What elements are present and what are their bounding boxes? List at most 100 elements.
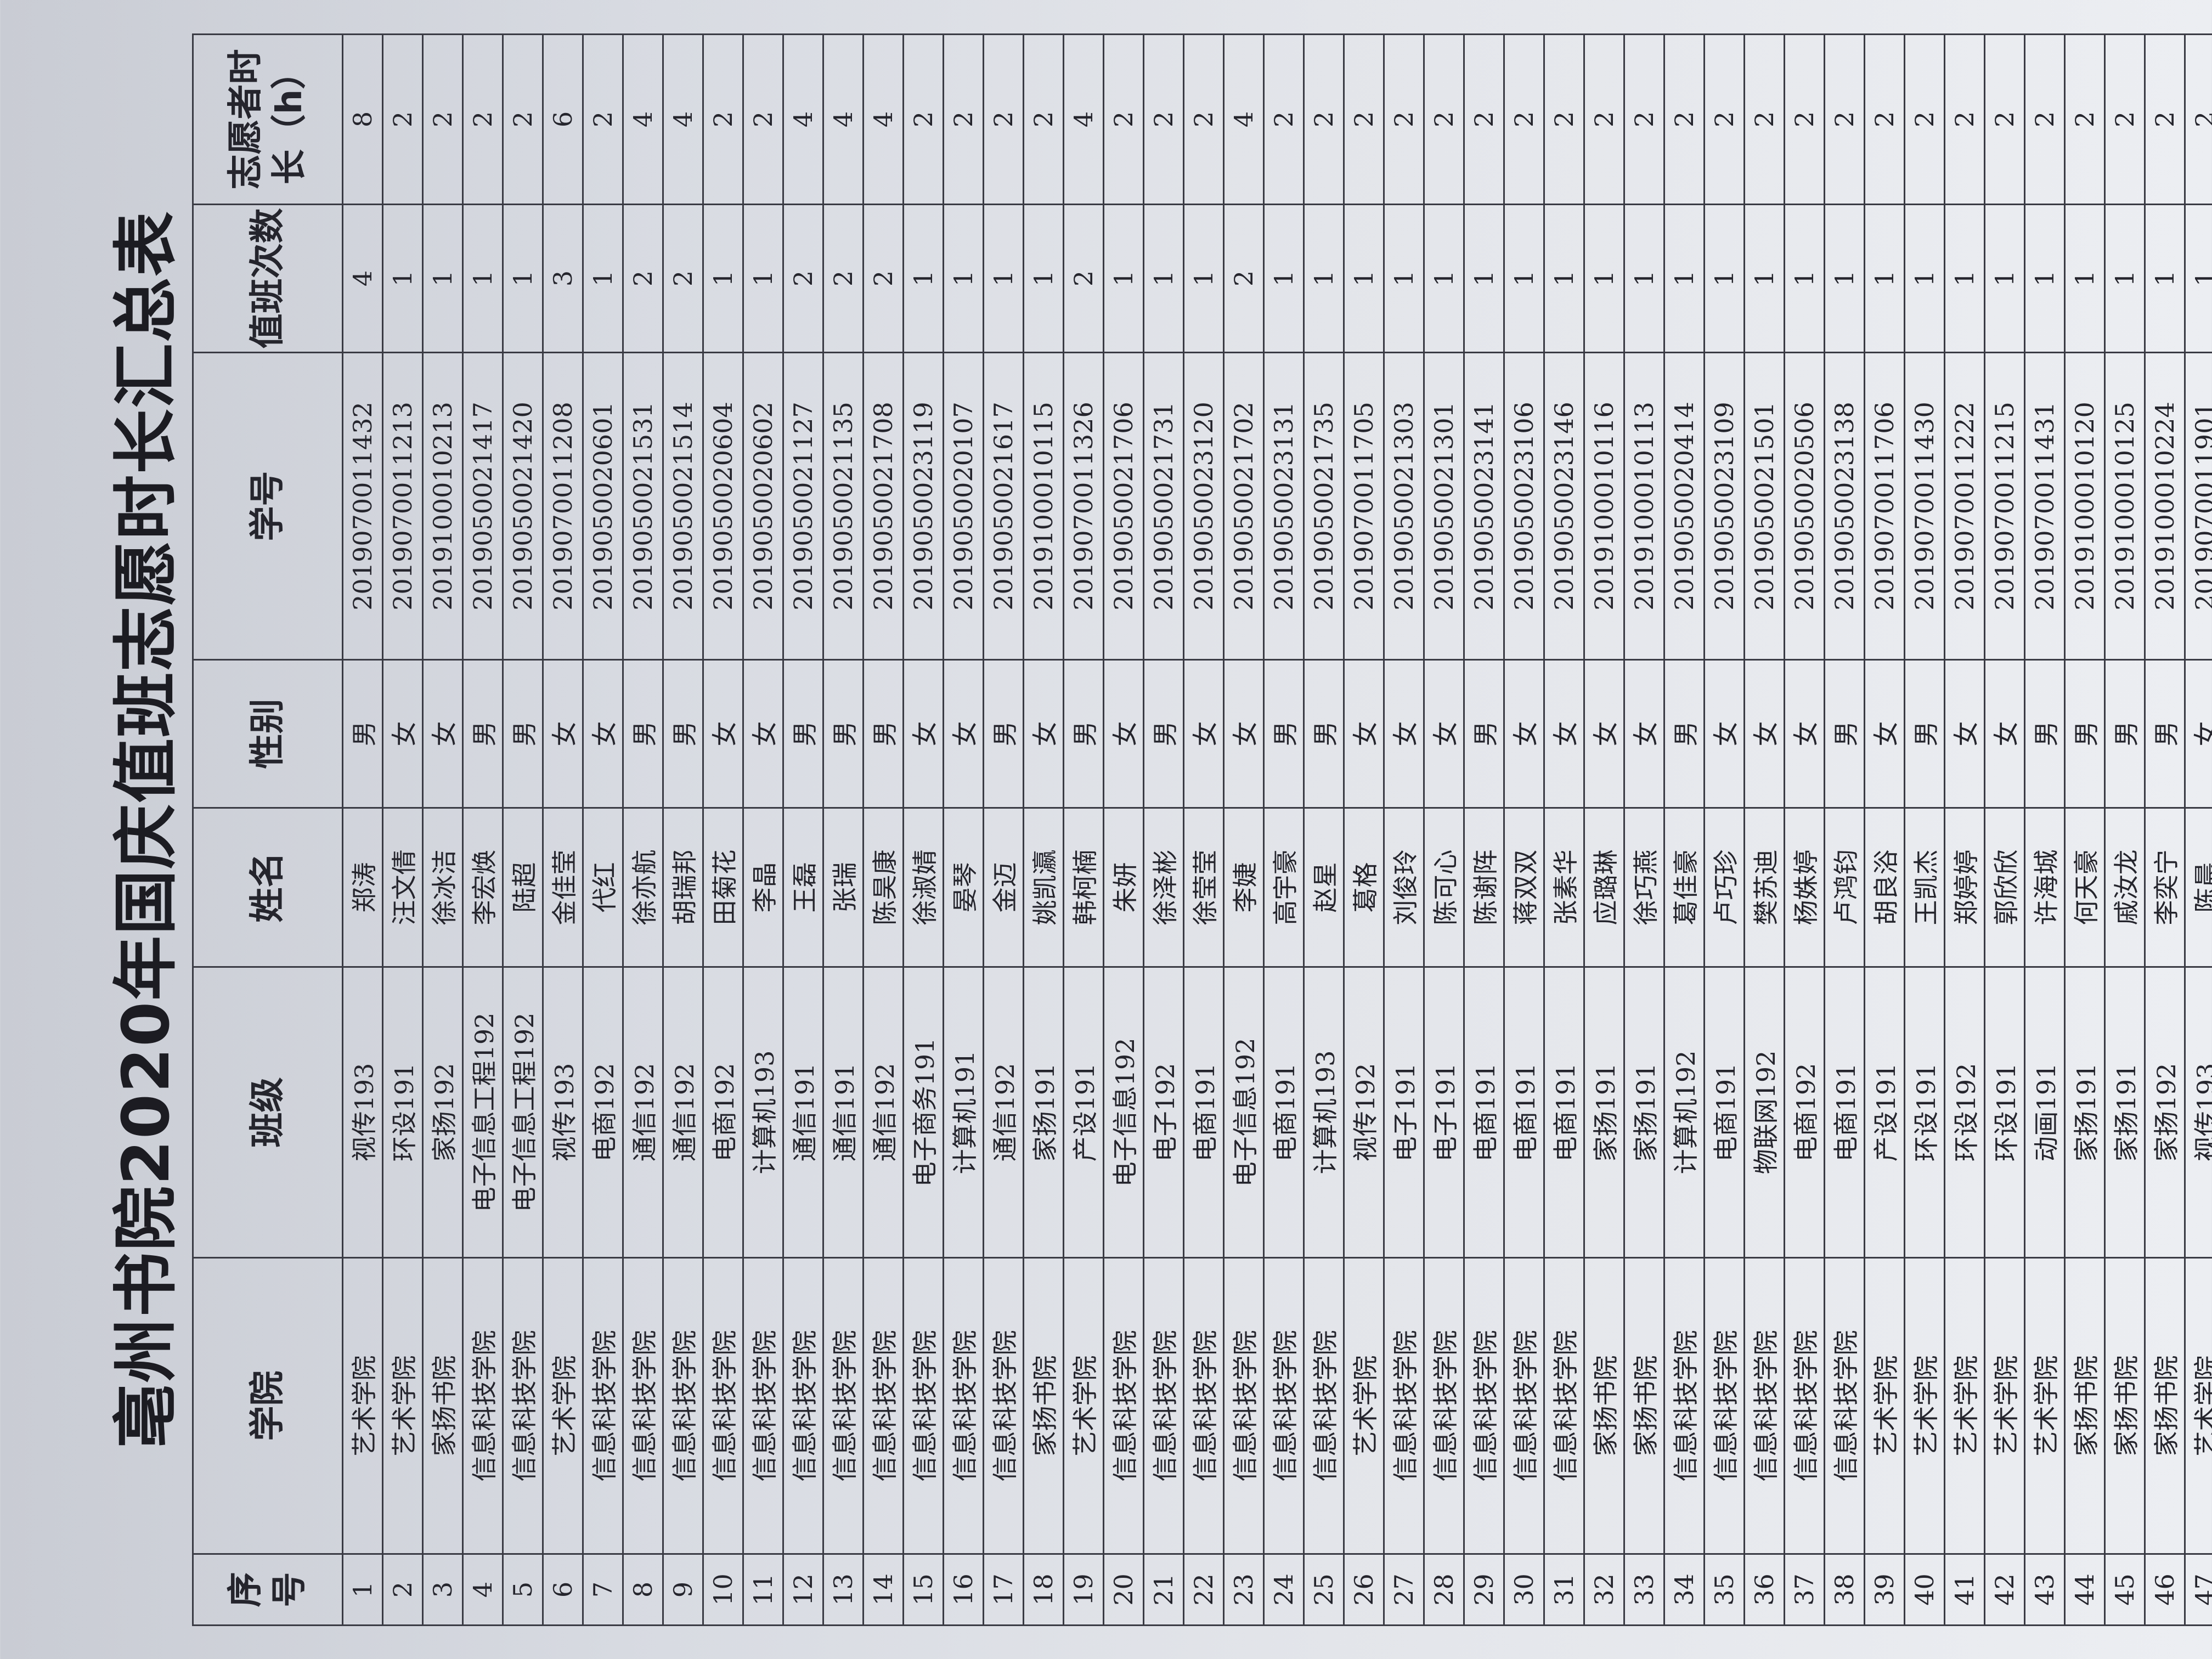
cell-name: 樊苏迪 (1744, 808, 1785, 967)
cell-student-id: 2019050020602 (743, 352, 783, 660)
cell-college: 家扬书院 (2104, 1257, 2145, 1554)
cell-college: 信息科技学院 (1504, 1257, 1544, 1554)
cell-seq: 44 (2064, 1554, 2105, 1626)
cell-class: 视传192 (1344, 967, 1384, 1258)
cell-student-id: 2019050021531 (623, 352, 663, 660)
cell-seq: 22 (1183, 1554, 1224, 1626)
cell-college: 信息科技学院 (1263, 1257, 1304, 1554)
cell-class: 电商191 (1263, 967, 1304, 1258)
table-row: 15 信息科技学院 电子商务191 徐淑婧女 2019050023119 1 2 (903, 34, 944, 1626)
cell-class: 电子192 (1143, 967, 1184, 1258)
cell-duty-count: 1 (382, 204, 423, 353)
cell-seq: 20 (1103, 1554, 1144, 1626)
cell-gender: 女 (1704, 659, 1745, 808)
cell-hours: 2 (903, 34, 944, 205)
cell-hours: 2 (1784, 34, 1825, 205)
cell-student-id: 2019100010115 (1023, 352, 1064, 660)
cell-gender: 女 (1984, 659, 2025, 808)
cell-student-id: 2019050020601 (583, 352, 623, 660)
cell-duty-count: 1 (462, 204, 503, 353)
cell-student-id: 2019050021514 (663, 352, 703, 660)
cell-college: 信息科技学院 (1143, 1257, 1184, 1554)
cell-college: 信息科技学院 (783, 1257, 823, 1554)
cell-student-id: 2019100010224 (2145, 352, 2185, 660)
cell-gender: 女 (2185, 659, 2212, 808)
table-row: 16 信息科技学院 计算机191 晏琴女 2019050020107 1 2 (943, 34, 984, 1626)
cell-gender: 男 (783, 659, 823, 808)
cell-class: 计算机191 (943, 967, 984, 1258)
cell-student-id: 2019050021127 (783, 352, 823, 660)
cell-name: 李奕宁 (2145, 808, 2185, 967)
cell-duty-count: 1 (1944, 204, 1985, 353)
cell-seq: 30 (1504, 1554, 1544, 1626)
cell-gender: 男 (2145, 659, 2185, 808)
cell-name: 葛佳豪 (1664, 808, 1705, 967)
cell-student-id: 2019070011208 (543, 352, 583, 660)
table-row: 24 信息科技学院 电商191 高宇豪男 2019050023131 1 2 (1263, 34, 1304, 1626)
cell-college: 家扬书院 (422, 1257, 463, 1554)
cell-name: 韩柯楠 (1063, 808, 1104, 967)
cell-class: 产设191 (1864, 967, 1905, 1258)
cell-gender: 女 (583, 659, 623, 808)
header-seq: 序号 (193, 1554, 343, 1626)
cell-college: 信息科技学院 (1824, 1257, 1865, 1554)
cell-hours: 2 (1624, 34, 1664, 205)
cell-class: 电商191 (1464, 967, 1504, 1258)
cell-duty-count: 1 (1864, 204, 1905, 353)
cell-hours: 2 (382, 34, 423, 205)
cell-duty-count: 1 (943, 204, 984, 353)
cell-duty-count: 1 (1424, 204, 1464, 353)
cell-class: 环设191 (1984, 967, 2025, 1258)
cell-name: 陆超 (503, 808, 543, 967)
cell-gender: 女 (1223, 659, 1264, 808)
cell-gender: 男 (983, 659, 1024, 808)
cell-gender: 女 (382, 659, 423, 808)
cell-seq: 36 (1744, 1554, 1785, 1626)
cell-college: 信息科技学院 (1744, 1257, 1785, 1554)
cell-duty-count: 1 (2185, 204, 2212, 353)
cell-duty-count: 1 (1784, 204, 1825, 353)
header-student-id: 学号 (193, 352, 343, 660)
cell-name: 姚凯瀛 (1023, 808, 1064, 967)
cell-class: 通信191 (783, 967, 823, 1258)
cell-hours: 2 (1904, 34, 1945, 205)
table-row: 38 信息科技学院 电商191 卢鸿钧男 2019050023138 1 2 (1824, 34, 1865, 1626)
table-row: 3 家扬书院 家扬192 徐冰洁女 2019100010213 1 2 (422, 34, 463, 1626)
cell-duty-count: 1 (1384, 204, 1424, 353)
cell-name: 朱妍 (1103, 808, 1144, 967)
cell-name: 张瑞 (823, 808, 864, 967)
cell-college: 信息科技学院 (1103, 1257, 1144, 1554)
cell-student-id: 2019050020107 (943, 352, 984, 660)
cell-hours: 2 (1744, 34, 1785, 205)
cell-name: 郑婷婷 (1944, 808, 1985, 967)
cell-student-id: 2019050023119 (903, 352, 944, 660)
cell-class: 环设191 (382, 967, 423, 1258)
table-row: 26 艺术学院 视传192 葛格女 2019070011705 1 2 (1344, 34, 1384, 1626)
cell-student-id: 2019050023106 (1504, 352, 1544, 660)
cell-student-id: 2019070011706 (1864, 352, 1905, 660)
cell-gender: 男 (462, 659, 503, 808)
cell-college: 信息科技学院 (863, 1257, 904, 1554)
table-row: 36 信息科技学院 物联网192 樊苏迪女 2019050021501 1 2 (1744, 34, 1785, 1626)
cell-seq: 26 (1344, 1554, 1384, 1626)
cell-seq: 38 (1824, 1554, 1865, 1626)
table-row: 35 信息科技学院 电商191 卢巧珍女 2019050023109 1 2 (1704, 34, 1745, 1626)
cell-college: 艺术学院 (342, 1257, 383, 1554)
cell-name: 应璐琳 (1584, 808, 1624, 967)
cell-gender: 男 (863, 659, 904, 808)
header-hours: 志愿者时长（h） (193, 34, 343, 205)
cell-seq: 15 (903, 1554, 944, 1626)
cell-gender: 女 (703, 659, 743, 808)
cell-seq: 5 (503, 1554, 543, 1626)
cell-student-id: 2019100010116 (1584, 352, 1624, 660)
table-row: 28 信息科技学院 电子191 陈可心女 2019050021301 1 2 (1424, 34, 1464, 1626)
cell-student-id: 2019100010213 (422, 352, 463, 660)
cell-class: 家扬191 (2104, 967, 2145, 1258)
cell-name: 李婕 (1223, 808, 1264, 967)
cell-name: 郭欣欣 (1984, 808, 2025, 967)
cell-class: 环设192 (1944, 967, 1985, 1258)
header-class: 班级 (193, 967, 343, 1258)
cell-gender: 女 (1584, 659, 1624, 808)
cell-class: 计算机193 (743, 967, 783, 1258)
cell-hours: 6 (543, 34, 583, 205)
